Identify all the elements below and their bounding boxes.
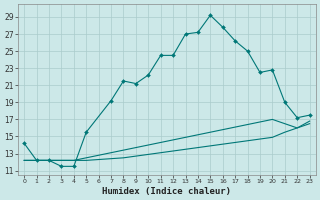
X-axis label: Humidex (Indice chaleur): Humidex (Indice chaleur): [102, 187, 231, 196]
